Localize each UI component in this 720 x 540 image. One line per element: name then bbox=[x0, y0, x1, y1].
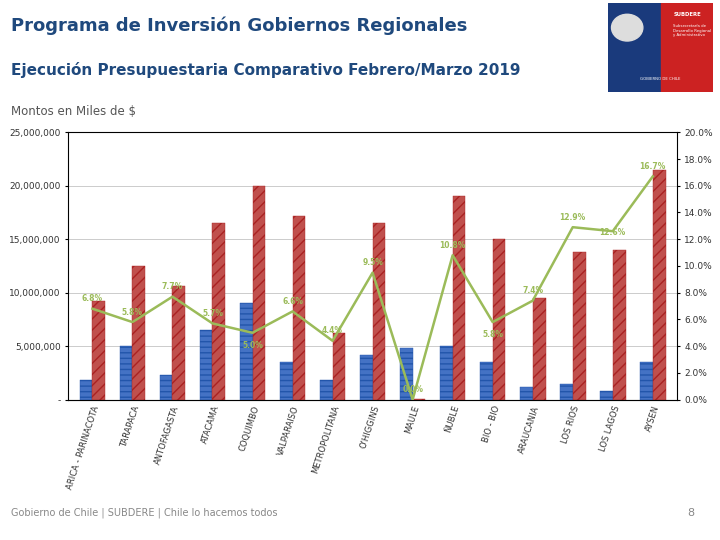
Bar bbox=[253, 186, 266, 400]
Text: 6.6%: 6.6% bbox=[282, 297, 303, 306]
Bar bbox=[613, 250, 626, 400]
Circle shape bbox=[611, 14, 643, 41]
Bar bbox=[600, 391, 613, 400]
Bar bbox=[160, 375, 173, 400]
Text: GOBIERNO DE CHILE: GOBIERNO DE CHILE bbox=[640, 77, 681, 81]
Bar bbox=[132, 266, 145, 400]
Bar bbox=[480, 362, 492, 400]
Text: 9.5%: 9.5% bbox=[362, 258, 383, 267]
Bar bbox=[533, 298, 546, 400]
Text: Ejecución Presupuestaria Comparativo Febrero/Marzo 2019: Ejecución Presupuestaria Comparativo Feb… bbox=[11, 62, 521, 78]
Bar bbox=[560, 383, 572, 400]
Bar bbox=[640, 362, 653, 400]
Text: 5.7%: 5.7% bbox=[202, 309, 223, 318]
Bar bbox=[520, 387, 533, 400]
Text: 7.7%: 7.7% bbox=[162, 282, 183, 292]
Bar bbox=[120, 346, 132, 400]
Bar bbox=[492, 239, 505, 400]
Text: 5.0%: 5.0% bbox=[242, 341, 263, 350]
Bar bbox=[240, 303, 253, 400]
Bar bbox=[413, 399, 426, 400]
Text: 4.4%: 4.4% bbox=[322, 327, 343, 335]
Bar bbox=[173, 286, 185, 400]
Text: 12.6%: 12.6% bbox=[600, 227, 626, 237]
Bar bbox=[653, 170, 665, 400]
Bar bbox=[320, 380, 333, 400]
Bar bbox=[440, 346, 453, 400]
Text: 5.8%: 5.8% bbox=[482, 330, 503, 340]
Text: Gobierno de Chile | SUBDERE | Chile lo hacemos todos: Gobierno de Chile | SUBDERE | Chile lo h… bbox=[11, 508, 277, 518]
Text: Montos en Miles de $: Montos en Miles de $ bbox=[11, 105, 136, 118]
Text: 12.9%: 12.9% bbox=[559, 213, 586, 222]
Bar bbox=[372, 223, 385, 400]
Bar bbox=[80, 380, 92, 400]
Text: Programa de Inversión Gobiernos Regionales: Programa de Inversión Gobiernos Regional… bbox=[11, 16, 467, 35]
Text: 16.7%: 16.7% bbox=[639, 162, 666, 171]
Bar bbox=[453, 197, 465, 400]
Text: Subsecretaría de
Desarrollo Regional
y Administrativo: Subsecretaría de Desarrollo Regional y A… bbox=[673, 24, 711, 37]
Bar bbox=[92, 301, 105, 400]
Text: 8: 8 bbox=[688, 508, 695, 518]
Text: 10.8%: 10.8% bbox=[439, 241, 466, 250]
Bar bbox=[572, 252, 585, 400]
Bar bbox=[360, 355, 373, 400]
Bar bbox=[608, 3, 660, 92]
Text: 7.4%: 7.4% bbox=[522, 286, 544, 295]
Bar bbox=[292, 215, 305, 400]
Text: 6.8%: 6.8% bbox=[82, 294, 103, 303]
Bar bbox=[280, 362, 292, 400]
Text: 0.0%: 0.0% bbox=[402, 385, 423, 394]
Bar bbox=[400, 348, 413, 400]
Text: 5.8%: 5.8% bbox=[122, 308, 143, 317]
Text: SUBDERE: SUBDERE bbox=[673, 11, 701, 17]
Bar bbox=[333, 333, 346, 400]
Bar bbox=[660, 3, 713, 92]
Bar bbox=[212, 223, 225, 400]
Bar bbox=[199, 330, 212, 400]
